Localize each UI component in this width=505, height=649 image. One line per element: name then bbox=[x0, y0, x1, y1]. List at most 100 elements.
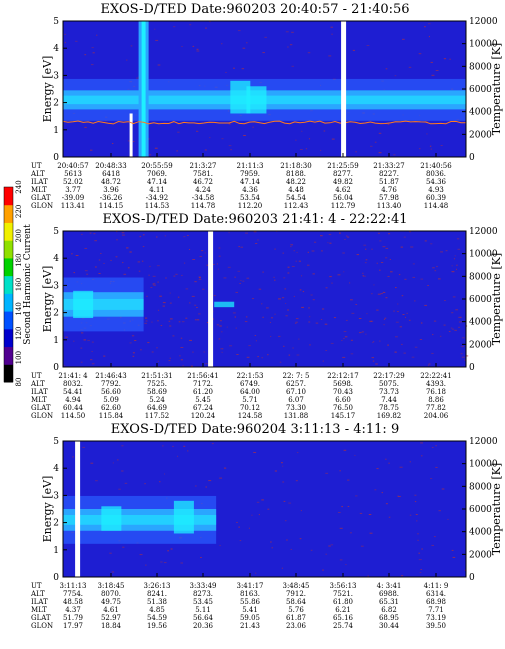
ephemeris-cell: 7959. bbox=[240, 170, 260, 178]
ephemeris-cell: 48.72 bbox=[101, 178, 121, 186]
ephemeris-cell: 6418 bbox=[102, 170, 120, 178]
ephemeris-cell: 4.94 bbox=[65, 396, 81, 404]
ephemeris-cell: 22:17:29 bbox=[373, 372, 404, 380]
ephemeris-cell: 68.95 bbox=[379, 614, 399, 622]
ephemeris-row-label: MLT bbox=[31, 606, 47, 614]
ephemeris-cell: 61.20 bbox=[193, 388, 213, 396]
ephemeris-cell: 18.84 bbox=[101, 622, 122, 630]
panel-title: EXOS-D/TED Date:960203 20:40:57 - 21:40:… bbox=[100, 2, 409, 17]
colorbar-swatch bbox=[4, 346, 13, 365]
ephemeris-cell: 7.44 bbox=[381, 396, 397, 404]
y-tick-label: 1 bbox=[53, 126, 59, 136]
ephemeris-cell: 5.76 bbox=[288, 606, 304, 614]
ephemeris-cell: 55.86 bbox=[240, 598, 261, 606]
ephemeris-cell: 56.04 bbox=[333, 194, 354, 202]
bright-patch bbox=[230, 80, 251, 114]
ephemeris-cell: 6314. bbox=[426, 590, 446, 598]
ephemeris-cell: 19.56 bbox=[147, 622, 168, 630]
y-tick-label: 4 bbox=[53, 464, 59, 474]
ephemeris-cell: 8.86 bbox=[428, 396, 444, 404]
ephemeris-row-label: ILAT bbox=[31, 178, 48, 186]
ephemeris-cell: 7069. bbox=[147, 170, 167, 178]
y-tick-label: 1 bbox=[53, 336, 59, 346]
ephemeris-cell: 120.24 bbox=[191, 412, 216, 420]
panel-1: EXOS-D/TED Date:960203 20:40:57 - 21:40:… bbox=[30, 2, 503, 210]
y2-tick-label: 10000 bbox=[469, 40, 498, 50]
ephemeris-cell: 114.48 bbox=[424, 202, 449, 210]
ephemeris-cell: 3:48:45 bbox=[283, 582, 310, 590]
ephemeris-row-label: GLAT bbox=[31, 404, 51, 412]
y-axis-label: Energy [eV] bbox=[41, 56, 54, 123]
y2-tick-label: 10000 bbox=[469, 250, 498, 260]
ephemeris-cell: 54.59 bbox=[147, 614, 167, 622]
ephemeris-cell: 3:26:13 bbox=[144, 582, 171, 590]
ephemeris-cell: 70.43 bbox=[333, 388, 353, 396]
ephemeris-cell: 78.75 bbox=[379, 404, 399, 412]
ephemeris-cell: 58.69 bbox=[147, 388, 167, 396]
y2-tick-label: 6000 bbox=[469, 295, 492, 305]
bright-patch bbox=[173, 500, 194, 534]
ephemeris-cell: 20:55:59 bbox=[141, 162, 172, 170]
bright-patch bbox=[101, 506, 122, 531]
ephemeris-cell: 48.22 bbox=[286, 178, 306, 186]
ephemeris-cell: 53.45 bbox=[193, 598, 213, 606]
ephemeris-cell: 4.61 bbox=[103, 606, 119, 614]
ephemeris-cell: 8032. bbox=[63, 380, 83, 388]
ephemeris-cell: 5.11 bbox=[195, 606, 211, 614]
data-gap bbox=[75, 441, 81, 577]
ephemeris-cell: 62.60 bbox=[101, 404, 121, 412]
ephemeris-cell: 5698. bbox=[333, 380, 353, 388]
y-tick-label: 0 bbox=[53, 363, 59, 373]
colorbar-swatch bbox=[4, 222, 13, 241]
ephemeris-cell: 112.79 bbox=[331, 202, 356, 210]
y2-tick-label: 12000 bbox=[469, 437, 498, 447]
ephemeris-cell: 8273. bbox=[193, 590, 213, 598]
ephemeris-cell: 17.97 bbox=[63, 622, 83, 630]
ephemeris-row-label: UT bbox=[31, 162, 42, 170]
ephemeris-cell: 61.80 bbox=[333, 598, 353, 606]
y2-tick-label: 8000 bbox=[469, 482, 492, 492]
y2-tick-label: 4000 bbox=[469, 108, 492, 118]
ephemeris-cell: 57.98 bbox=[379, 194, 399, 202]
ephemeris-cell: 8163. bbox=[240, 590, 260, 598]
ephemeris-cell: 5.09 bbox=[103, 396, 119, 404]
y-tick-label: 4 bbox=[53, 254, 59, 264]
y-tick-label: 5 bbox=[53, 227, 59, 237]
y-tick-label: 3 bbox=[53, 281, 59, 291]
ephemeris-cell: 6.60 bbox=[335, 396, 351, 404]
ephemeris-cell: 48.58 bbox=[63, 598, 83, 606]
ephemeris-row-label: ALT bbox=[30, 380, 45, 388]
ephemeris-cell: 112.43 bbox=[284, 202, 309, 210]
colorbar-tick-label: 220 bbox=[15, 205, 23, 218]
ephemeris-cell: 131.88 bbox=[284, 412, 309, 420]
ephemeris-cell: 4.62 bbox=[335, 186, 351, 194]
ephemeris-cell: 4.48 bbox=[288, 186, 304, 194]
ephemeris-row-label: UT bbox=[31, 372, 42, 380]
ephemeris-cell: 47.14 bbox=[240, 178, 261, 186]
ephemeris-cell: 7521. bbox=[333, 590, 353, 598]
ephemeris-cell: 51.38 bbox=[147, 598, 167, 606]
ephemeris-cell: 60.44 bbox=[63, 404, 84, 412]
ephemeris-cell: 6988. bbox=[379, 590, 399, 598]
ephemeris-cell: 60.39 bbox=[426, 194, 446, 202]
ephemeris-cell: 4.93 bbox=[428, 186, 444, 194]
ephemeris-cell: 115.84 bbox=[99, 412, 124, 420]
ephemeris-cell: 21.43 bbox=[240, 622, 260, 630]
ephemeris-cell: 7172. bbox=[193, 380, 213, 388]
y-axis-label: Energy [eV] bbox=[41, 476, 54, 543]
bright-spike-core bbox=[141, 21, 146, 157]
colorbar-tick-label: 120 bbox=[15, 327, 23, 340]
y2-tick-label: 2000 bbox=[469, 340, 492, 350]
ephemeris-cell: 145.17 bbox=[331, 412, 356, 420]
y-tick-label: 4 bbox=[53, 44, 59, 54]
y2-tick-label: 8000 bbox=[469, 272, 492, 282]
ephemeris-cell: 20:48:33 bbox=[95, 162, 126, 170]
ephemeris-cell: 7912. bbox=[286, 590, 306, 598]
ephemeris-cell: 4:11: 9 bbox=[424, 582, 449, 590]
ephemeris-row-label: ALT bbox=[30, 170, 45, 178]
ephemeris-cell: 114.50 bbox=[61, 412, 86, 420]
ephemeris-cell: 3:18:45 bbox=[98, 582, 125, 590]
colorbar-tick-label: 140 bbox=[15, 302, 23, 315]
ephemeris-cell: 21:46:43 bbox=[95, 372, 126, 380]
